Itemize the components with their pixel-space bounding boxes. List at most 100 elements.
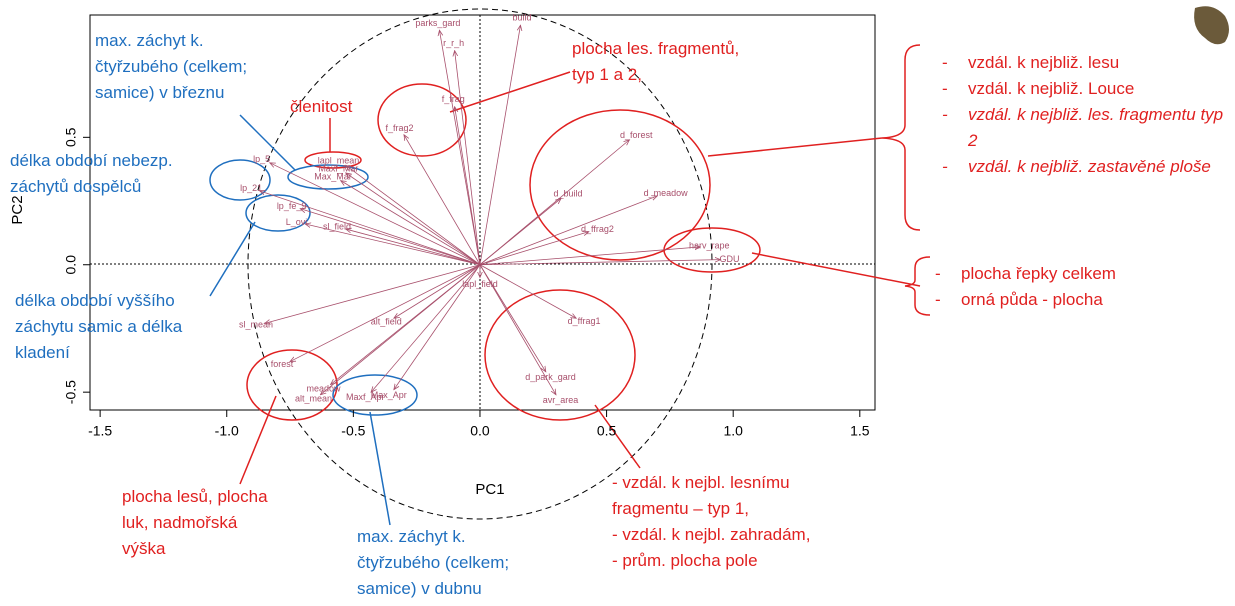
loading-label: lapl_mean bbox=[318, 156, 360, 166]
loading-label: lapl_field bbox=[462, 279, 498, 289]
annotation-list: - vzdál. k nejbl. lesnímu fragmentu – ty… bbox=[612, 470, 840, 574]
loading-arrow bbox=[455, 51, 481, 265]
loading-arrow bbox=[479, 264, 546, 372]
loading-label: avr_area bbox=[543, 395, 579, 405]
loading-arrow bbox=[479, 260, 721, 266]
loading-label: f_frag2 bbox=[385, 123, 413, 133]
loading-arrow bbox=[320, 264, 481, 395]
y-tick-label: 0.0 bbox=[63, 255, 79, 275]
x-tick-label: 0.5 bbox=[597, 423, 617, 439]
y-axis-label: PC2 bbox=[9, 195, 26, 224]
annotation-item: - vzdál. k nejbliž. lesu bbox=[942, 50, 1232, 76]
beetle-icon bbox=[1194, 6, 1229, 45]
x-axis-label: PC1 bbox=[475, 481, 504, 498]
annotation: max. záchyt k. čtyřzubého (celkem; samic… bbox=[357, 527, 510, 598]
loading-label: d_meadow bbox=[644, 188, 689, 198]
loading-arrow bbox=[479, 196, 657, 266]
annotation-text: vzdál. k nejbliž. zastavěné ploše bbox=[968, 157, 1211, 176]
loading-label: sl_field bbox=[323, 222, 351, 232]
bullet: - bbox=[942, 79, 948, 98]
annotation-item: - orná půda - plocha bbox=[935, 287, 1225, 313]
loading-label: d_park_gard bbox=[525, 372, 576, 382]
loading-label: sl_mean bbox=[239, 320, 273, 330]
loading-label: Maxf_Apr bbox=[346, 392, 385, 402]
annotation-list: - plocha řepky celkem - orná půda - plocha bbox=[935, 261, 1225, 313]
x-tick-label: -0.5 bbox=[341, 423, 365, 439]
loading-arrow bbox=[479, 25, 521, 265]
annotation: plocha les. fragmentů, typ 1 a 2, bbox=[572, 39, 740, 84]
loading-label: meadow bbox=[307, 383, 342, 393]
loading-label: lp_21 bbox=[240, 183, 262, 193]
annotation: délka období nebezp. záchytů dospělců bbox=[10, 151, 173, 196]
loading-arrow bbox=[341, 181, 481, 266]
x-tick-label: 0.0 bbox=[470, 423, 490, 439]
loading-arrow bbox=[346, 229, 481, 266]
loading-arrow bbox=[479, 264, 576, 319]
annotation-item: - vzdál. k nejbl. lesnímu fragmentu – ty… bbox=[612, 473, 790, 518]
annotation: členitost bbox=[290, 97, 353, 116]
loading-label: Max_Apr bbox=[371, 390, 407, 400]
annotation-text: vzdál. k nejbliž. lesu bbox=[968, 53, 1120, 72]
loading-label: forest bbox=[271, 359, 294, 369]
loading-label: Maxf_Mar bbox=[318, 163, 358, 173]
x-tick-label: -1.5 bbox=[88, 423, 112, 439]
annotation-item: - vzdál. k nejbliž. les. fragmentu typ 2 bbox=[942, 102, 1232, 154]
loading-arrow bbox=[455, 107, 481, 265]
loading-label: lp_fe_9 bbox=[277, 201, 307, 211]
loading-label: Max_Mar bbox=[314, 171, 352, 181]
annotation-item: - plocha řepky celkem bbox=[935, 261, 1225, 287]
loading-arrow bbox=[346, 165, 481, 266]
loading-label: parks_gard bbox=[415, 18, 460, 28]
loading-label: d_ffrag1 bbox=[568, 316, 601, 326]
loading-label: build bbox=[512, 13, 531, 23]
loading-label: r_r_h bbox=[443, 38, 464, 48]
loading-arrow bbox=[394, 264, 481, 390]
annotation-text: orná půda - plocha bbox=[961, 290, 1103, 309]
annotation-text: vzdál. k nejbliž. Louce bbox=[968, 79, 1135, 98]
annotation-item: - prům. plocha pole bbox=[612, 551, 758, 570]
loading-label: GDU bbox=[720, 254, 740, 264]
loading-arrow bbox=[346, 173, 481, 266]
red-highlights bbox=[239, 44, 931, 485]
loading-label: d_ffrag2 bbox=[581, 224, 614, 234]
bullet: - bbox=[935, 290, 941, 309]
annotation-list: - vzdál. k nejbliž. lesu - vzdál. k nejbli… bbox=[942, 50, 1232, 180]
loading-arrow bbox=[270, 163, 481, 266]
x-tick-label: 1.5 bbox=[850, 423, 870, 439]
annotation: max. záchyt k. čtyřzubého (celkem; samic… bbox=[95, 31, 248, 102]
loading-arrow bbox=[439, 30, 481, 265]
annotation-text: plocha řepky celkem bbox=[961, 264, 1116, 283]
annotation-item: - vzdál. k nejbl. zahradám, bbox=[612, 525, 811, 544]
annotation-text: vzdál. k nejbliž. les. fragmentu typ 2 bbox=[968, 105, 1224, 150]
loading-arrow bbox=[479, 198, 561, 266]
loading-label: d_build bbox=[553, 188, 582, 198]
loading-arrow bbox=[371, 264, 481, 392]
loading-label: alt_field bbox=[371, 316, 402, 326]
loading-arrow bbox=[265, 264, 481, 324]
annotation: délka období vyššího záchytu samic a dél… bbox=[15, 291, 183, 362]
loading-label: f_frag bbox=[442, 94, 465, 104]
loading-label: harv_rape bbox=[689, 241, 730, 251]
y-tick-label: -0.5 bbox=[63, 380, 79, 404]
bullet: - bbox=[942, 105, 948, 124]
plot-frame bbox=[89, 14, 876, 411]
x-tick-label: -1.0 bbox=[215, 423, 239, 439]
loading-arrow bbox=[479, 232, 589, 266]
loading-arrow bbox=[290, 264, 481, 362]
loading-label: d_forest bbox=[620, 130, 653, 140]
loading-label: lp_5 bbox=[253, 154, 270, 164]
annotation-item: - vzdál. k nejbliž. Louce bbox=[942, 76, 1232, 102]
annotation: plocha lesů, plocha luk, nadmořská výška bbox=[122, 487, 268, 558]
loading-arrow bbox=[394, 264, 481, 319]
y-tick-label: 0.5 bbox=[63, 127, 79, 147]
bullet: - bbox=[935, 264, 941, 283]
loading-label: L_ovi bbox=[286, 217, 308, 227]
loading-label: alt_mean bbox=[295, 394, 332, 404]
x-tick-label: 1.0 bbox=[723, 423, 743, 439]
bullet: - bbox=[942, 157, 948, 176]
blue-highlights bbox=[209, 114, 418, 526]
loading-arrow bbox=[479, 264, 556, 395]
loading-arrow bbox=[300, 209, 481, 266]
